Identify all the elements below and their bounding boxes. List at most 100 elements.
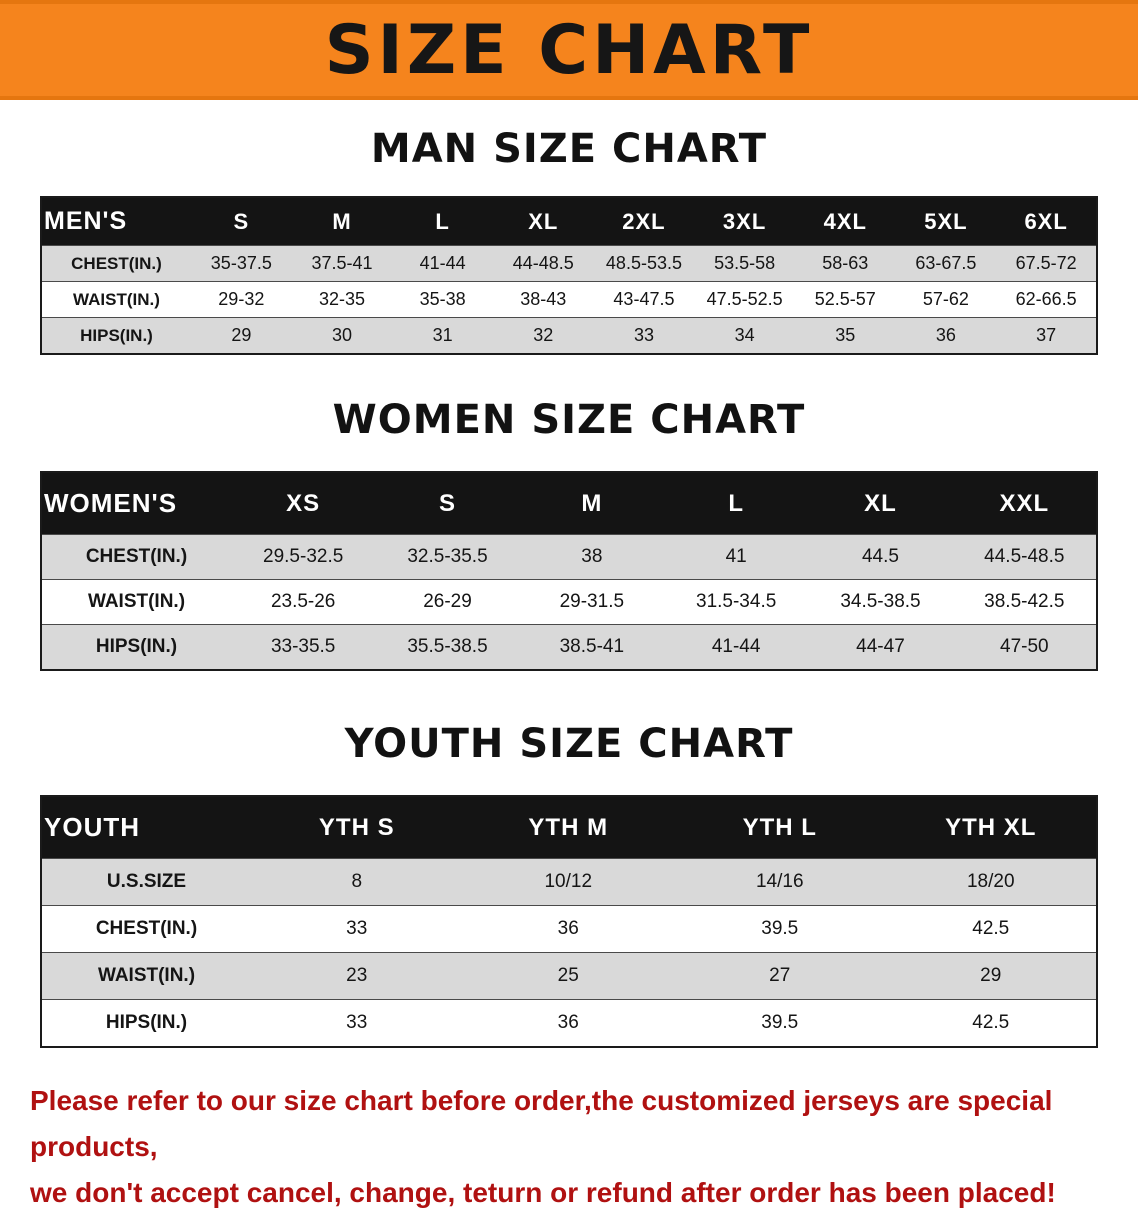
value-cell: 41-44 (392, 245, 493, 282)
value-cell: 38 (519, 534, 664, 580)
size-header-cell: YTH S (251, 796, 463, 859)
value-cell: 38.5-42.5 (952, 579, 1097, 625)
value-cell: 48.5-53.5 (593, 245, 695, 282)
size-header-cell: 5XL (895, 197, 997, 246)
page-title: SIZE CHART (324, 10, 814, 90)
size-header-cell: 2XL (593, 197, 695, 246)
row-label-cell: CHEST(IN.) (41, 245, 191, 282)
row-label-cell: CHEST(IN.) (41, 905, 251, 953)
size-header-cell: YTH XL (885, 796, 1097, 859)
value-cell: 38-43 (492, 281, 594, 318)
table-title-cell: YOUTH (41, 796, 251, 859)
value-cell: 8 (251, 858, 463, 906)
value-cell: 35 (794, 317, 896, 354)
value-cell: 29-31.5 (519, 579, 664, 625)
value-cell: 36 (462, 999, 674, 1047)
table-row: HIPS(IN.) 29 30 31 32 33 34 35 36 37 (41, 317, 1097, 354)
table-header-row: WOMEN'S XS S M L XL XXL (41, 472, 1097, 535)
size-header-cell: S (191, 197, 292, 246)
value-cell: 47.5-52.5 (694, 281, 795, 318)
size-header-cell: L (392, 197, 493, 246)
table-row: CHEST(IN.) 33 36 39.5 42.5 (41, 905, 1097, 953)
row-label-cell: CHEST(IN.) (41, 534, 231, 580)
value-cell: 35-38 (392, 281, 493, 318)
row-label-cell: HIPS(IN.) (41, 317, 191, 354)
size-header-cell: XL (492, 197, 594, 246)
value-cell: 53.5-58 (694, 245, 795, 282)
size-header-cell: L (663, 472, 809, 535)
value-cell: 44.5-48.5 (952, 534, 1097, 580)
value-cell: 33-35.5 (231, 624, 376, 670)
value-cell: 30 (291, 317, 393, 354)
table-title-cell: MEN'S (41, 197, 191, 246)
size-header-cell: M (291, 197, 393, 246)
value-cell: 37 (996, 317, 1097, 354)
size-header-cell: XS (231, 472, 376, 535)
youth-size-table: YOUTH YTH S YTH M YTH L YTH XL U.S.SIZE 8 10/12… (40, 795, 1098, 1048)
value-cell: 23.5-26 (231, 579, 376, 625)
value-cell: 23 (251, 952, 463, 1000)
size-header-cell: 4XL (794, 197, 896, 246)
women-size-section: WOMEN SIZE CHART WOMEN'S XS S M L XL XXL CHEST(… (0, 397, 1138, 671)
value-cell: 27 (674, 952, 886, 1000)
table-row: U.S.SIZE 8 10/12 14/16 18/20 (41, 858, 1097, 906)
value-cell: 41 (663, 534, 809, 580)
table-row: CHEST(IN.) 35-37.5 37.5-41 41-44 44-48.5 48.5… (41, 245, 1097, 282)
table-row: HIPS(IN.) 33-35.5 35.5-38.5 38.5-41 41-44 44-… (41, 624, 1097, 670)
title-banner: SIZE CHART (0, 0, 1138, 100)
value-cell: 29 (191, 317, 292, 354)
value-cell: 39.5 (674, 999, 886, 1047)
value-cell: 29 (885, 952, 1097, 1000)
value-cell: 67.5-72 (996, 245, 1097, 282)
size-header-cell: YTH L (674, 796, 886, 859)
size-header-cell: 6XL (996, 197, 1097, 246)
size-header-cell: S (375, 472, 520, 535)
value-cell: 35-37.5 (191, 245, 292, 282)
size-header-cell: XL (808, 472, 953, 535)
value-cell: 47-50 (952, 624, 1097, 670)
row-label-cell: U.S.SIZE (41, 858, 251, 906)
value-cell: 32-35 (291, 281, 393, 318)
value-cell: 62-66.5 (996, 281, 1097, 318)
value-cell: 37.5-41 (291, 245, 393, 282)
value-cell: 10/12 (462, 858, 674, 906)
value-cell: 34 (694, 317, 795, 354)
table-title-cell: WOMEN'S (41, 472, 231, 535)
table-header-row: MEN'S S M L XL 2XL 3XL 4XL 5XL 6XL (41, 197, 1097, 246)
value-cell: 31.5-34.5 (663, 579, 809, 625)
value-cell: 38.5-41 (519, 624, 664, 670)
value-cell: 33 (593, 317, 695, 354)
value-cell: 43-47.5 (593, 281, 695, 318)
row-label-cell: WAIST(IN.) (41, 952, 251, 1000)
row-label-cell: HIPS(IN.) (41, 999, 251, 1047)
value-cell: 44-48.5 (492, 245, 594, 282)
table-row: CHEST(IN.) 29.5-32.5 32.5-35.5 38 41 44.5 44.5… (41, 534, 1097, 580)
value-cell: 41-44 (663, 624, 809, 670)
value-cell: 36 (462, 905, 674, 953)
table-header-row: YOUTH YTH S YTH M YTH L YTH XL (41, 796, 1097, 859)
value-cell: 25 (462, 952, 674, 1000)
women-size-table: WOMEN'S XS S M L XL XXL CHEST(IN.) 29.5-32.5 32.5… (40, 471, 1098, 671)
value-cell: 58-63 (794, 245, 896, 282)
value-cell: 35.5-38.5 (375, 624, 520, 670)
youth-size-heading: YOUTH SIZE CHART (344, 721, 794, 767)
man-size-section: MAN SIZE CHART MEN'S S M L XL 2XL 3XL 4XL 5XL 6XL… (0, 126, 1138, 355)
value-cell: 32.5-35.5 (375, 534, 520, 580)
value-cell: 36 (895, 317, 997, 354)
men-size-table: MEN'S S M L XL 2XL 3XL 4XL 5XL 6XL CHEST(IN.) 35-37… (40, 196, 1098, 355)
value-cell: 57-62 (895, 281, 997, 318)
value-cell: 44-47 (808, 624, 953, 670)
row-label-cell: HIPS(IN.) (41, 624, 231, 670)
size-header-cell: M (519, 472, 664, 535)
value-cell: 33 (251, 905, 463, 953)
value-cell: 44.5 (808, 534, 953, 580)
women-size-heading: WOMEN SIZE CHART (332, 397, 806, 443)
value-cell: 18/20 (885, 858, 1097, 906)
value-cell: 34.5-38.5 (808, 579, 953, 625)
value-cell: 26-29 (375, 579, 520, 625)
size-header-cell: 3XL (694, 197, 795, 246)
table-row: HIPS(IN.) 33 36 39.5 42.5 (41, 999, 1097, 1047)
size-header-cell: XXL (952, 472, 1097, 535)
value-cell: 29.5-32.5 (231, 534, 376, 580)
value-cell: 33 (251, 999, 463, 1047)
